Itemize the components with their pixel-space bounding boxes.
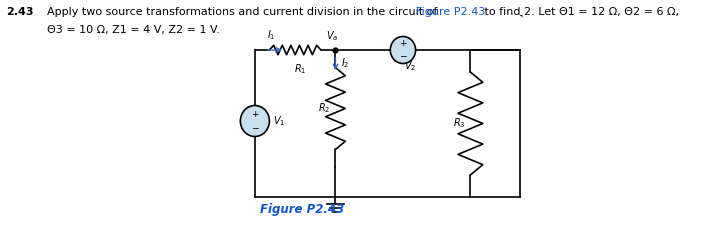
Text: 2.43: 2.43 bbox=[6, 7, 34, 17]
Text: −: − bbox=[399, 52, 407, 61]
Text: $I_1$: $I_1$ bbox=[267, 28, 276, 42]
Text: $V_a$: $V_a$ bbox=[326, 29, 338, 43]
Text: +: + bbox=[251, 110, 259, 119]
Text: −: − bbox=[251, 124, 259, 133]
Text: Figure P2.43: Figure P2.43 bbox=[260, 203, 343, 216]
Text: $R_3$: $R_3$ bbox=[453, 117, 466, 130]
Circle shape bbox=[390, 36, 416, 63]
Circle shape bbox=[240, 106, 269, 137]
Text: Θ3 = 10 Ω, Ζ1 = 4 V, Ζ2 = 1 V.: Θ3 = 10 Ω, Ζ1 = 4 V, Ζ2 = 1 V. bbox=[47, 25, 220, 35]
Text: +: + bbox=[399, 39, 407, 48]
Text: $R_1$: $R_1$ bbox=[294, 62, 306, 76]
Text: $R_2$: $R_2$ bbox=[319, 102, 331, 115]
Text: Apply two source transformations and current division in the circuit of: Apply two source transformations and cur… bbox=[47, 7, 441, 17]
Text: $I_2$: $I_2$ bbox=[341, 56, 350, 70]
Text: $V_1$: $V_1$ bbox=[273, 114, 285, 128]
Text: $V_2$: $V_2$ bbox=[404, 59, 416, 73]
Text: Figure P2.43: Figure P2.43 bbox=[416, 7, 486, 17]
Text: to find ͉2. Let Θ1 = 12 Ω, Θ2 = 6 Ω,: to find ͉2. Let Θ1 = 12 Ω, Θ2 = 6 Ω, bbox=[481, 7, 679, 17]
